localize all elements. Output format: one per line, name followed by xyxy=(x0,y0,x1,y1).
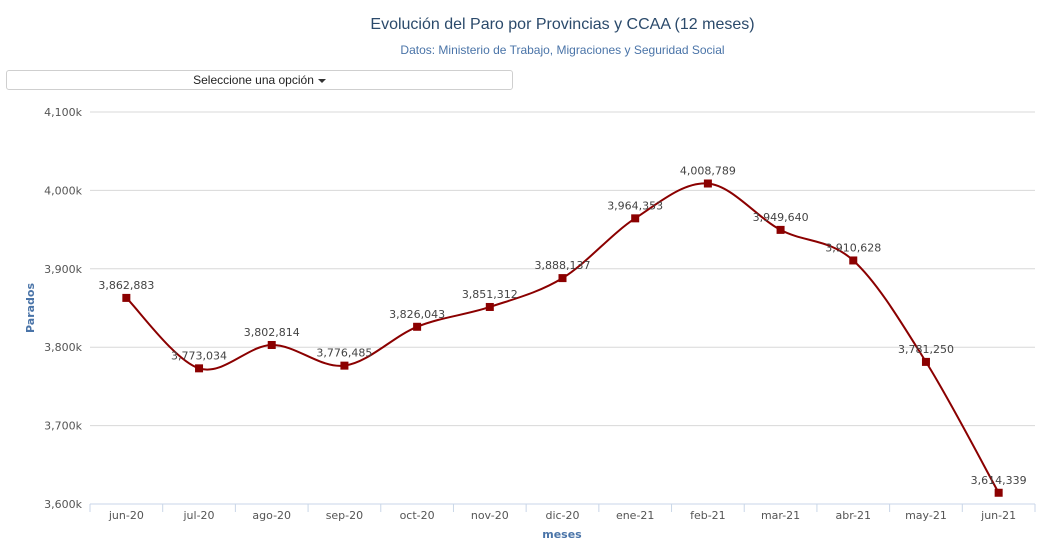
option-selector[interactable]: Seleccione una opción xyxy=(6,70,513,90)
y-tick-label: 3,800k xyxy=(44,341,82,354)
data-label: 3,949,640 xyxy=(753,211,809,224)
x-tick-label: nov-20 xyxy=(471,509,509,522)
y-tick-label: 3,600k xyxy=(44,498,82,511)
data-label: 3,964,353 xyxy=(607,199,663,212)
chart-title: Evolución del Paro por Provincias y CCAA… xyxy=(370,16,755,33)
option-selector-label: Seleccione una opción xyxy=(193,73,314,87)
data-label: 3,851,312 xyxy=(462,288,518,301)
y-tick-label: 3,900k xyxy=(44,263,82,276)
y-axis-ticks: 3,600k 3,700k 3,800k 3,900k 4,000k 4,100k xyxy=(44,106,82,511)
data-label: 3,802,814 xyxy=(244,326,300,339)
x-tick-label: abr-21 xyxy=(836,509,872,522)
data-label: 3,888,137 xyxy=(535,259,591,272)
data-point[interactable] xyxy=(267,340,276,349)
data-point[interactable] xyxy=(413,322,422,331)
x-tick-label: jun-21 xyxy=(980,509,1016,522)
x-tick-label: ago-20 xyxy=(252,509,291,522)
data-points xyxy=(122,179,1003,497)
data-point[interactable] xyxy=(558,274,567,283)
y-tick-label: 4,000k xyxy=(44,184,82,197)
data-label: 3,862,883 xyxy=(98,279,154,292)
data-point[interactable] xyxy=(195,364,204,373)
x-axis-title: meses xyxy=(542,528,582,540)
data-label: 3,826,043 xyxy=(389,308,445,321)
data-point[interactable] xyxy=(703,179,712,188)
data-point[interactable] xyxy=(849,256,858,265)
data-label: 3,910,628 xyxy=(825,241,881,254)
data-point[interactable] xyxy=(631,214,640,223)
grid-lines xyxy=(90,111,1035,427)
caret-down-icon xyxy=(317,78,326,83)
data-point[interactable] xyxy=(776,225,785,234)
data-point[interactable] xyxy=(122,293,131,302)
x-tick-label: may-21 xyxy=(905,509,947,522)
y-tick-label: 4,100k xyxy=(44,106,82,119)
data-label: 3,773,034 xyxy=(171,349,227,362)
x-tick-label: ene-21 xyxy=(616,509,654,522)
x-axis-ticks: jun-20 jul-20 ago-20 sep-20 oct-20 nov-20 dic-… xyxy=(89,503,1036,522)
x-tick-label: dic-20 xyxy=(545,509,579,522)
chart-subtitle: Datos: Ministerio de Trabajo, Migracione… xyxy=(400,43,725,57)
y-tick-label: 3,700k xyxy=(44,420,82,433)
x-tick-label: jul-20 xyxy=(183,509,215,522)
data-point[interactable] xyxy=(340,361,349,370)
x-tick-label: sep-20 xyxy=(326,509,363,522)
data-label: 3,614,339 xyxy=(971,474,1027,487)
x-tick-label: oct-20 xyxy=(400,509,435,522)
data-label: 4,008,789 xyxy=(680,165,736,178)
data-point[interactable] xyxy=(994,488,1003,497)
data-point[interactable] xyxy=(921,357,930,366)
x-tick-label: mar-21 xyxy=(761,509,800,522)
x-tick-label: feb-21 xyxy=(690,509,726,522)
data-label: 3,781,250 xyxy=(898,343,954,356)
data-label: 3,776,485 xyxy=(316,347,372,360)
x-tick-label: jun-20 xyxy=(108,509,144,522)
data-labels: 3,862,883 3,773,034 3,802,814 3,776,485 3,82… xyxy=(98,165,1026,487)
data-point[interactable] xyxy=(485,302,494,311)
y-axis-title: Parados xyxy=(24,283,37,333)
